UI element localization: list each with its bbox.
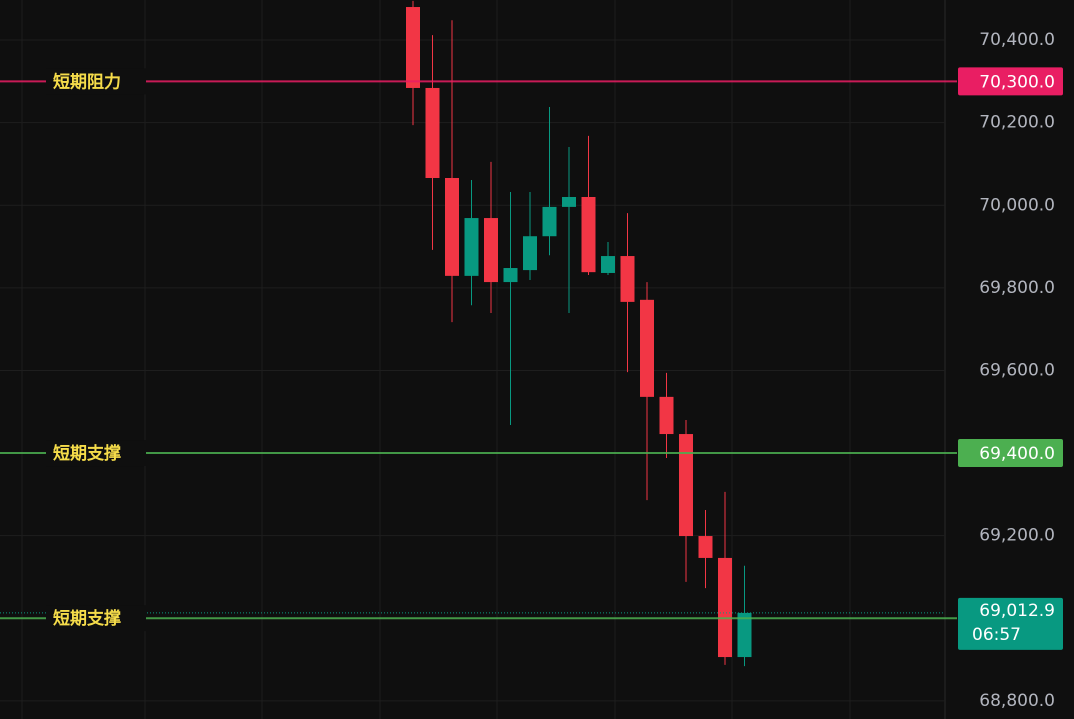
level-label-bg (46, 440, 146, 467)
candle-body (464, 218, 479, 276)
candle-body (445, 177, 459, 276)
level-badge (958, 67, 1063, 96)
countdown: 06:57 (972, 625, 1021, 645)
level-label: 短期支撑 (53, 443, 121, 464)
candle-body (523, 236, 537, 271)
level-label: 短期阻力 (53, 71, 121, 92)
candle-body (406, 7, 420, 88)
y-tick-label: 69,600.0 (979, 360, 1055, 380)
level-label-bg (46, 605, 146, 632)
y-tick-label: 69,800.0 (979, 278, 1055, 298)
candle-body (679, 434, 693, 537)
level-label-bg (46, 68, 146, 95)
vertical-grid (21, 0, 851, 719)
y-tick-label: 70,000.0 (979, 195, 1055, 215)
candle-body (425, 87, 440, 178)
candle-body (542, 206, 557, 237)
candle-body (503, 268, 518, 283)
candle-body (562, 196, 576, 207)
y-tick-label: 68,800.0 (979, 691, 1055, 711)
candle-body (640, 299, 654, 397)
level-value-label: 70,300.0 (979, 72, 1055, 92)
candle-body (484, 218, 498, 283)
level-value-label: 69,400.0 (979, 444, 1055, 464)
candle-body (737, 612, 752, 658)
candle-body (601, 256, 615, 273)
candle-body (718, 557, 732, 658)
candle-body (698, 536, 713, 558)
candle-body (620, 256, 635, 302)
last-price-label: 69,012.9 (979, 601, 1055, 621)
y-tick-label: 70,200.0 (979, 113, 1055, 133)
last-price-badge (958, 597, 1063, 650)
level-badge (958, 439, 1063, 468)
y-tick-label: 69,200.0 (979, 526, 1055, 546)
y-tick-label: 70,400.0 (979, 30, 1055, 50)
level-label: 短期支撑 (53, 608, 121, 629)
candle-body (581, 196, 596, 273)
candle-body (659, 396, 674, 435)
